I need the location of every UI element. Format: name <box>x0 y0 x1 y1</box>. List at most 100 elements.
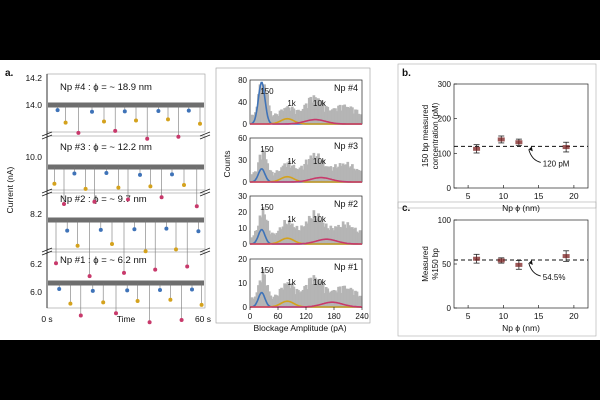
hist-bar <box>306 108 310 124</box>
hist-bar <box>351 227 354 244</box>
figure: a. b. c. 14.2 14.0 10.0 8.2 6.2 6.0 Np #… <box>0 60 600 340</box>
hist-bar <box>331 228 334 244</box>
hist-ylabel: Counts <box>222 151 232 178</box>
trace-tick-row1-a: 6.2 <box>30 259 42 269</box>
event-dot <box>168 297 173 302</box>
hist-bar <box>331 290 334 307</box>
hist-bar <box>266 220 270 244</box>
trace-baseline <box>48 217 204 223</box>
hist-bar <box>352 294 356 307</box>
hist-bar <box>300 165 303 182</box>
hist-bar <box>274 113 277 124</box>
ylabel-line: concentration (pM) <box>431 102 440 169</box>
hist-bar <box>275 232 279 244</box>
hist-bar <box>255 106 259 124</box>
hist-bar <box>280 287 283 307</box>
hist-bar <box>270 298 274 307</box>
hist-bar <box>255 230 259 244</box>
hist-ytick: 60 <box>238 134 247 143</box>
ytick-label: 0 <box>447 304 452 313</box>
hist-bar <box>351 164 354 182</box>
hist-bar <box>266 94 270 124</box>
hist-bar <box>278 110 282 124</box>
hist-bar <box>343 104 347 124</box>
hist-bar <box>312 95 316 124</box>
hist-title: Np #1 <box>334 262 358 272</box>
hist-bar <box>358 295 362 307</box>
hist-bar <box>280 167 283 182</box>
hist-peak-10k: 10k <box>313 215 327 224</box>
hist-bar <box>290 223 294 244</box>
fit-curve-10k <box>250 118 362 125</box>
xtick-label: 5 <box>466 311 471 321</box>
event-dot <box>179 318 184 323</box>
event-dot <box>198 121 202 126</box>
reference-label: 120 pM <box>543 159 570 168</box>
hist-bar <box>309 277 313 307</box>
hist-bar <box>310 158 314 182</box>
trace-title-np1: Np #1 : ϕ = ~ 6.2 nm <box>60 255 147 266</box>
reference-label: 54.5% <box>543 273 566 282</box>
hist-bar <box>303 286 306 307</box>
hist-bar <box>340 227 343 244</box>
hist-bar <box>284 166 288 182</box>
hist-bar <box>301 108 305 124</box>
hist-bar <box>287 160 291 182</box>
hist-bar <box>269 234 273 244</box>
hist-bar <box>341 105 345 124</box>
figure-canvas: a. b. c. 14.2 14.0 10.0 8.2 6.2 6.0 Np #… <box>5 63 597 337</box>
hist-bar <box>301 169 305 182</box>
event-dot <box>156 108 161 113</box>
hist-bar <box>250 297 254 307</box>
hist-bar <box>277 230 280 244</box>
hist-bar <box>283 108 286 124</box>
hist-peak-10k: 10k <box>313 278 327 287</box>
hist-bar <box>298 292 302 307</box>
hist-peak-1k: 1k <box>287 215 296 224</box>
hist-bar <box>346 288 350 307</box>
hist-bar <box>310 102 314 124</box>
hist-bar <box>269 295 273 307</box>
hist-bar <box>329 225 333 244</box>
hist-bar <box>332 108 336 124</box>
hist-bar <box>327 229 331 244</box>
hist-title: Np #4 <box>334 83 358 93</box>
event-dot <box>159 195 164 200</box>
hist-bar <box>266 285 270 307</box>
hist-bar <box>355 291 359 307</box>
trace-tick-row1-b: 6.0 <box>30 287 42 297</box>
hist-bar <box>338 104 342 124</box>
hist-bar <box>343 164 347 182</box>
hist-bar <box>315 279 319 307</box>
event-dot <box>125 288 130 293</box>
hist-ytick: 0 <box>243 240 248 249</box>
hist-bar <box>329 291 333 307</box>
event-dot <box>102 119 106 124</box>
hist-bar <box>260 88 263 124</box>
hist-bar <box>286 282 290 307</box>
hist-bar <box>301 289 305 307</box>
hist-bar <box>290 106 294 124</box>
hist-bar <box>264 285 268 307</box>
ylabel-line: %150 bp <box>431 248 440 280</box>
hist-bar <box>326 228 330 244</box>
hist-bar <box>260 282 263 307</box>
hist-bar <box>323 166 327 182</box>
hist-bar <box>272 233 276 244</box>
hist-bar <box>297 229 300 244</box>
hist-xtick: 180 <box>327 312 341 321</box>
hist-bar <box>287 283 291 307</box>
ytick-label: 50 <box>442 260 451 269</box>
hist-bar <box>340 165 343 182</box>
trace-baseline <box>48 102 204 108</box>
hist-peak-10k: 10k <box>313 157 327 166</box>
xlabel: Np ϕ (nm) <box>502 203 540 213</box>
hist-bar <box>340 110 343 124</box>
hist-xtick: 60 <box>274 312 283 321</box>
hist-bar <box>304 103 308 124</box>
event-dot <box>143 249 148 254</box>
hist-bar <box>297 109 300 124</box>
ytick-label: 100 <box>438 149 452 158</box>
hist-xlabel: Blockage Amplitude (pA) <box>253 323 346 333</box>
hist-bar <box>263 151 266 182</box>
